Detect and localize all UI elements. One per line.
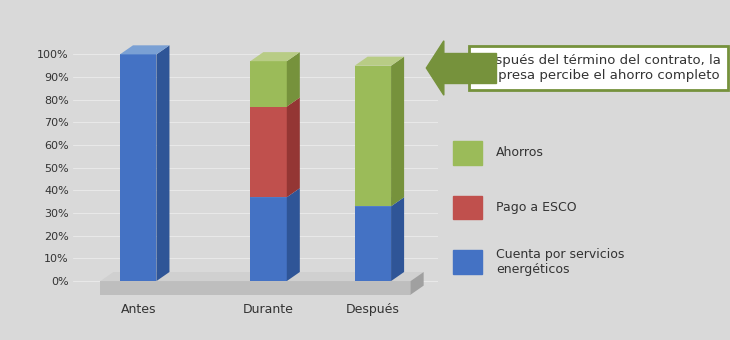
Bar (453, 195, 482, 219)
Polygon shape (391, 197, 404, 281)
Bar (250, 106, 287, 197)
Polygon shape (355, 57, 404, 66)
Polygon shape (355, 197, 404, 206)
Polygon shape (441, 53, 496, 83)
Text: Después del término del contrato, la
empresa percibe el ahorro completo: Después del término del contrato, la emp… (477, 54, 721, 82)
Polygon shape (287, 98, 300, 197)
Bar (453, 250, 482, 274)
Bar (101, 281, 410, 295)
Polygon shape (250, 52, 300, 61)
Polygon shape (250, 188, 300, 197)
Polygon shape (410, 272, 423, 295)
Bar (250, 61, 287, 106)
Polygon shape (101, 272, 423, 281)
Polygon shape (156, 45, 169, 281)
Text: Cuenta por servicios
energéticos: Cuenta por servicios energéticos (496, 248, 625, 276)
Polygon shape (391, 57, 404, 206)
Text: Pago a ESCO: Pago a ESCO (496, 201, 577, 214)
FancyArrowPatch shape (449, 61, 491, 75)
Polygon shape (120, 45, 169, 54)
Bar (250, 197, 287, 281)
Bar (355, 206, 391, 281)
Polygon shape (287, 52, 300, 106)
Bar (120, 54, 156, 281)
Bar (355, 66, 391, 206)
Polygon shape (426, 41, 444, 95)
Polygon shape (287, 188, 300, 281)
Text: Ahorros: Ahorros (496, 147, 545, 159)
Polygon shape (250, 98, 300, 106)
Bar (453, 141, 482, 165)
